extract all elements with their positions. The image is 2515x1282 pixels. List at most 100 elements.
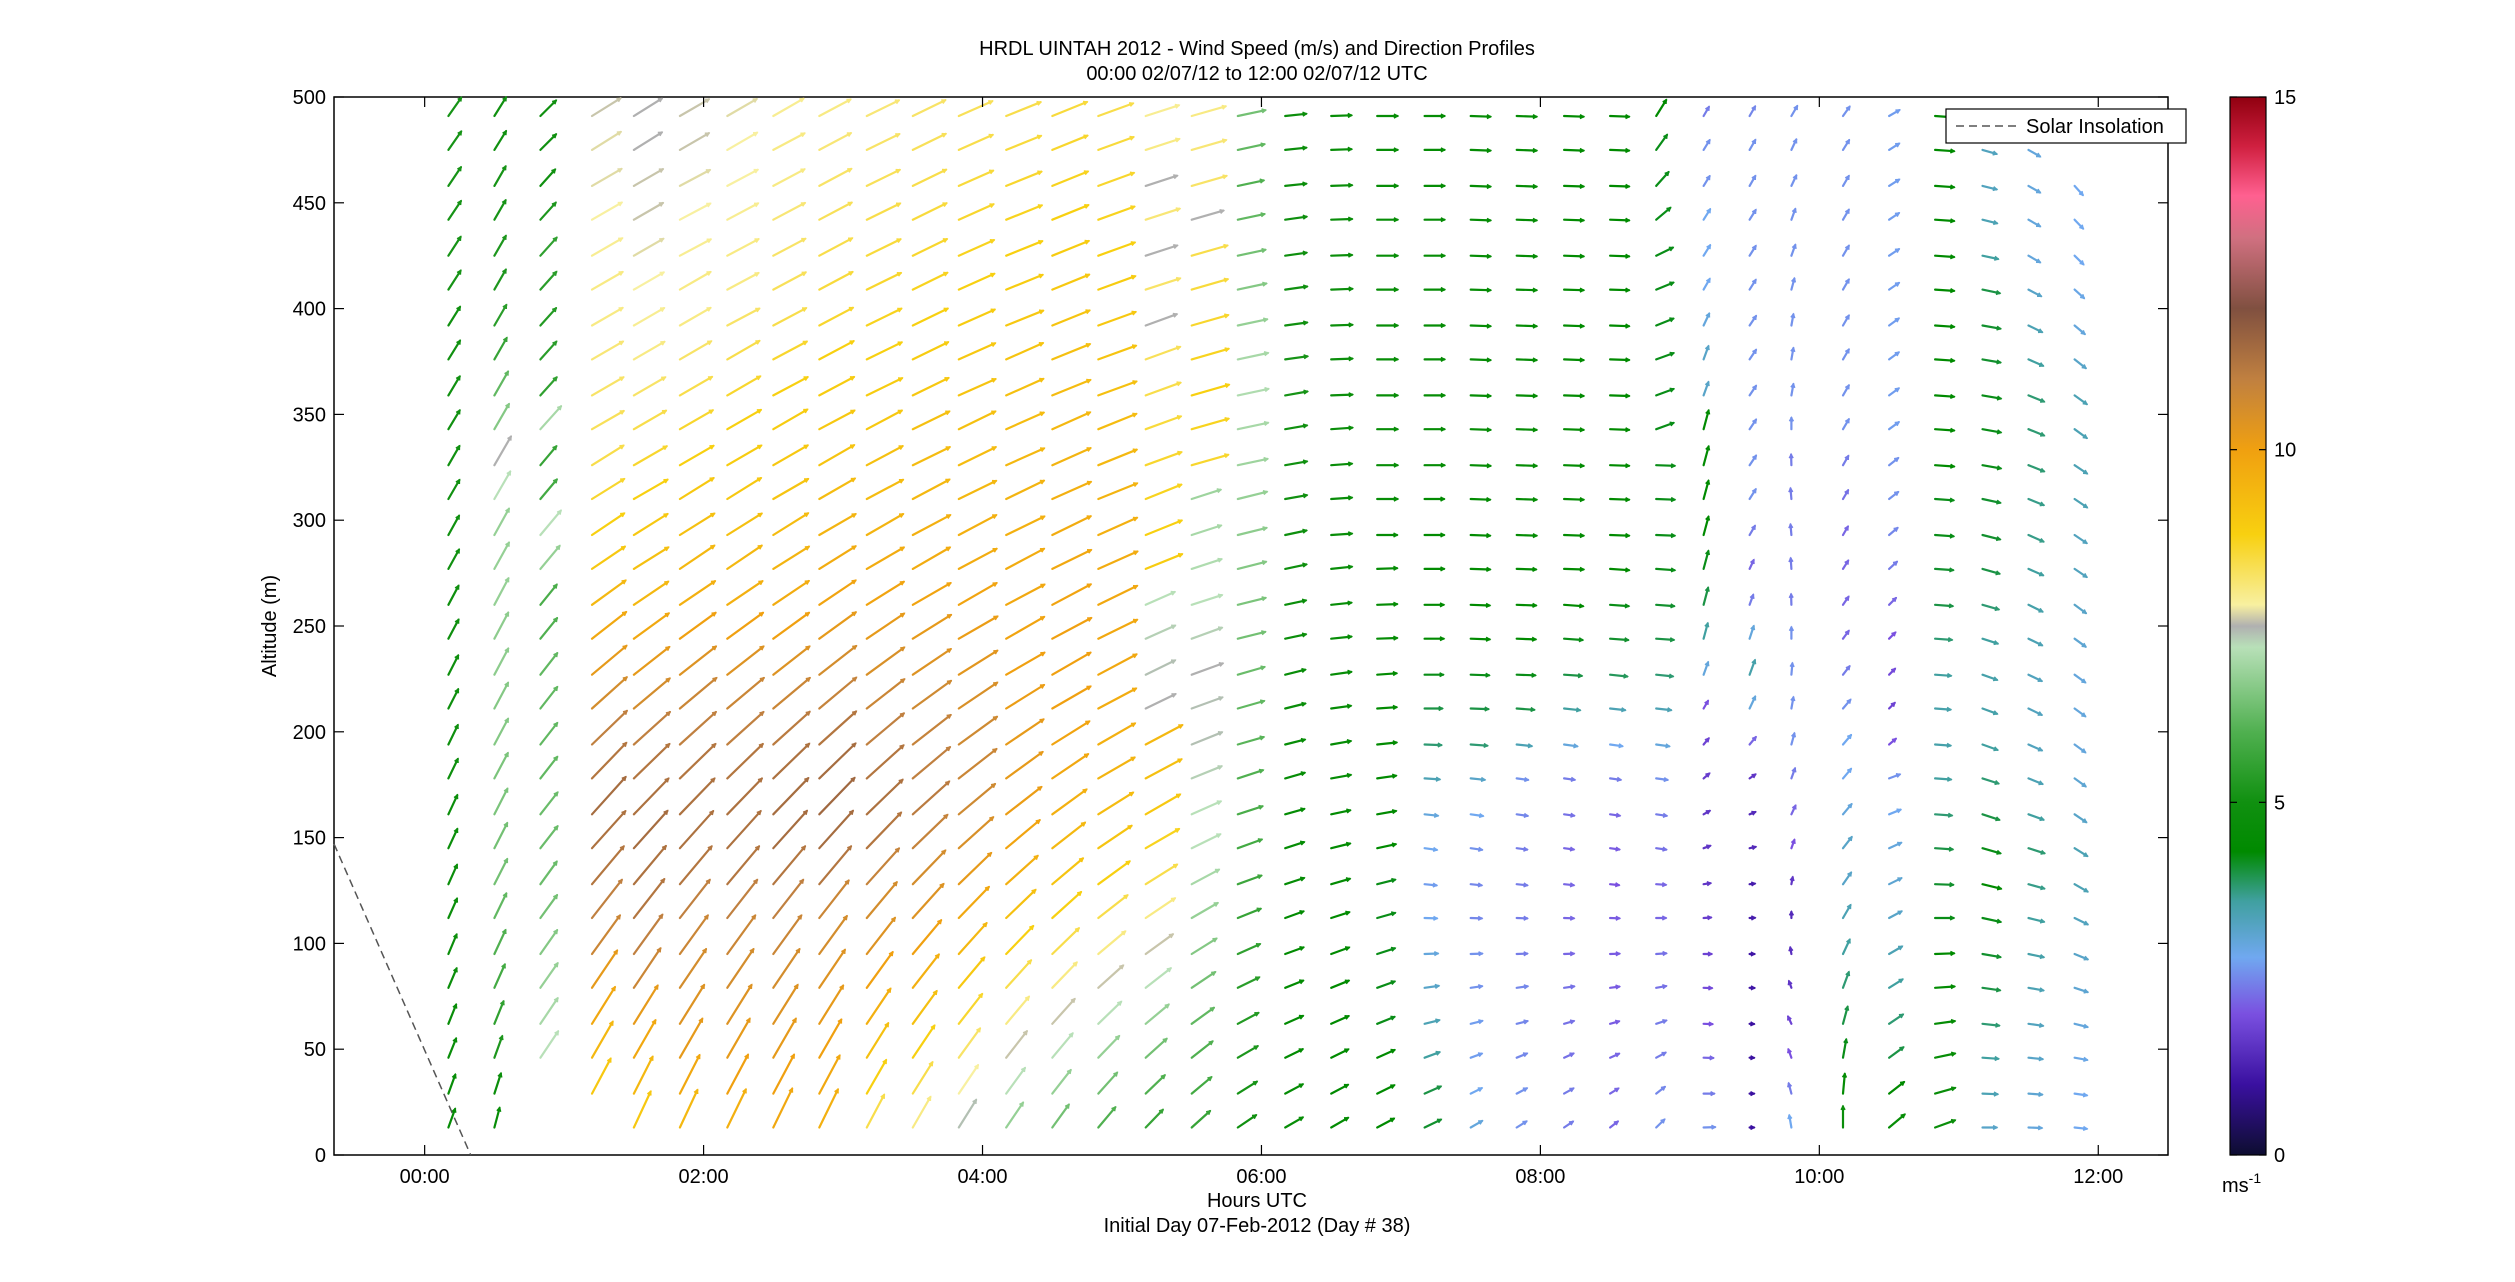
wind-vector <box>1655 206 1672 221</box>
wind-vector <box>1655 707 1673 712</box>
wind-vector-head <box>1132 516 1139 522</box>
wind-vector-head <box>987 851 993 858</box>
wind-vector-head <box>1348 286 1354 292</box>
wind-vector-head <box>1845 138 1850 145</box>
wind-vector-head <box>1170 659 1177 665</box>
wind-vector <box>911 410 951 431</box>
wind-vector <box>1933 707 1952 711</box>
wind-vector <box>1051 1068 1072 1095</box>
wind-vector-head <box>1390 1084 1396 1090</box>
wind-vector-head <box>2083 1023 2090 1029</box>
wind-vector <box>1144 207 1181 221</box>
wind-vector <box>539 405 563 431</box>
wind-vector-head <box>993 681 999 687</box>
wind-vector <box>1284 1083 1304 1095</box>
wind-vector-head <box>759 676 766 683</box>
wind-vector-head <box>1087 617 1093 622</box>
wind-vector <box>1144 415 1182 431</box>
wind-vector <box>1190 453 1230 467</box>
wind-vector-head <box>1996 849 2002 855</box>
wind-vector-head <box>1530 706 1536 713</box>
wind-vector <box>1097 205 1136 221</box>
wind-vector-head <box>989 239 996 244</box>
wind-vector <box>1097 1071 1119 1095</box>
wind-vector-head <box>1788 416 1795 422</box>
wind-vector-head <box>1894 351 1901 357</box>
wind-vector <box>1236 1114 1258 1129</box>
wind-vector-head <box>1996 325 2002 331</box>
wind-vector <box>1097 482 1139 501</box>
wind-vector-head <box>1711 1124 1717 1130</box>
wind-vector <box>1515 883 1529 887</box>
wind-vector-head <box>884 1021 890 1028</box>
wind-vector-head <box>619 845 625 851</box>
wind-vector <box>726 238 760 257</box>
wind-vector-head <box>502 336 508 343</box>
wind-vector-head <box>661 409 668 415</box>
wind-vector-head <box>503 821 509 828</box>
wind-vector-head <box>1788 910 1795 916</box>
wind-vector <box>2073 497 2089 509</box>
wind-vector-head <box>1347 112 1354 119</box>
wind-vector-head <box>552 860 558 866</box>
wind-vector <box>1190 1109 1212 1129</box>
wind-vector <box>1841 767 1853 780</box>
wind-vector-head <box>801 271 808 277</box>
wind-vector <box>957 479 998 501</box>
wind-vector-head <box>2038 1091 2044 1098</box>
wind-vector <box>1748 174 1757 187</box>
wind-vector <box>726 645 765 676</box>
wind-vector-head <box>749 947 755 954</box>
wind-vector-head <box>1615 812 1622 818</box>
wind-vector-head <box>1579 183 1586 190</box>
wind-vector-head <box>1299 876 1306 882</box>
wind-vector <box>493 751 509 780</box>
wind-vector-head <box>1950 1018 1957 1025</box>
wind-vector-head <box>553 961 559 968</box>
wind-vector-head <box>1994 780 2000 786</box>
wind-vector-head <box>1393 565 1399 571</box>
wind-vector-head <box>499 999 505 1006</box>
wind-vector-head <box>2037 328 2044 334</box>
wind-vector <box>1887 457 1900 467</box>
wind-vector <box>818 306 854 327</box>
y-tick-label: 350 <box>293 404 326 426</box>
wind-vector <box>1051 515 1092 537</box>
wind-vector-head <box>1440 113 1447 119</box>
wind-vector <box>1469 254 1492 258</box>
wind-vector-head <box>1391 877 1397 883</box>
wind-vector <box>1562 985 1576 989</box>
wind-vector <box>2073 288 2086 300</box>
wind-vector <box>1608 777 1622 781</box>
wind-vector-head <box>1208 1040 1214 1046</box>
wind-vector <box>957 308 996 327</box>
wind-vector <box>1655 281 1675 291</box>
wind-vector <box>1330 877 1351 886</box>
wind-vector-head <box>1261 596 1268 602</box>
wind-vector <box>539 168 557 187</box>
solar-insolation-layer <box>333 843 472 1156</box>
wind-vector-head <box>1845 664 1851 671</box>
wind-vector-head <box>453 863 459 869</box>
wind-vector-head <box>1164 1003 1170 1009</box>
wind-vector-head <box>1486 323 1493 329</box>
wind-vector <box>1562 707 1582 712</box>
wind-vector-head <box>1752 314 1757 321</box>
wind-vector <box>1284 910 1305 920</box>
wind-vector-head <box>990 308 997 314</box>
wind-vector <box>957 342 997 361</box>
wind-vector-head <box>1946 706 1953 713</box>
wind-vector-head <box>1575 707 1582 713</box>
wind-vector <box>678 710 717 746</box>
wind-vector <box>1515 743 1533 748</box>
wind-vector <box>1515 847 1529 851</box>
wind-vector-head <box>1393 496 1400 502</box>
wind-vector <box>1284 355 1309 361</box>
wind-vector <box>865 1022 890 1059</box>
wind-vector <box>1702 345 1710 361</box>
wind-vector-head <box>1844 417 1850 424</box>
wind-vector <box>1933 813 1953 817</box>
wind-vector <box>1933 1052 1957 1059</box>
wind-vector <box>1790 732 1796 746</box>
